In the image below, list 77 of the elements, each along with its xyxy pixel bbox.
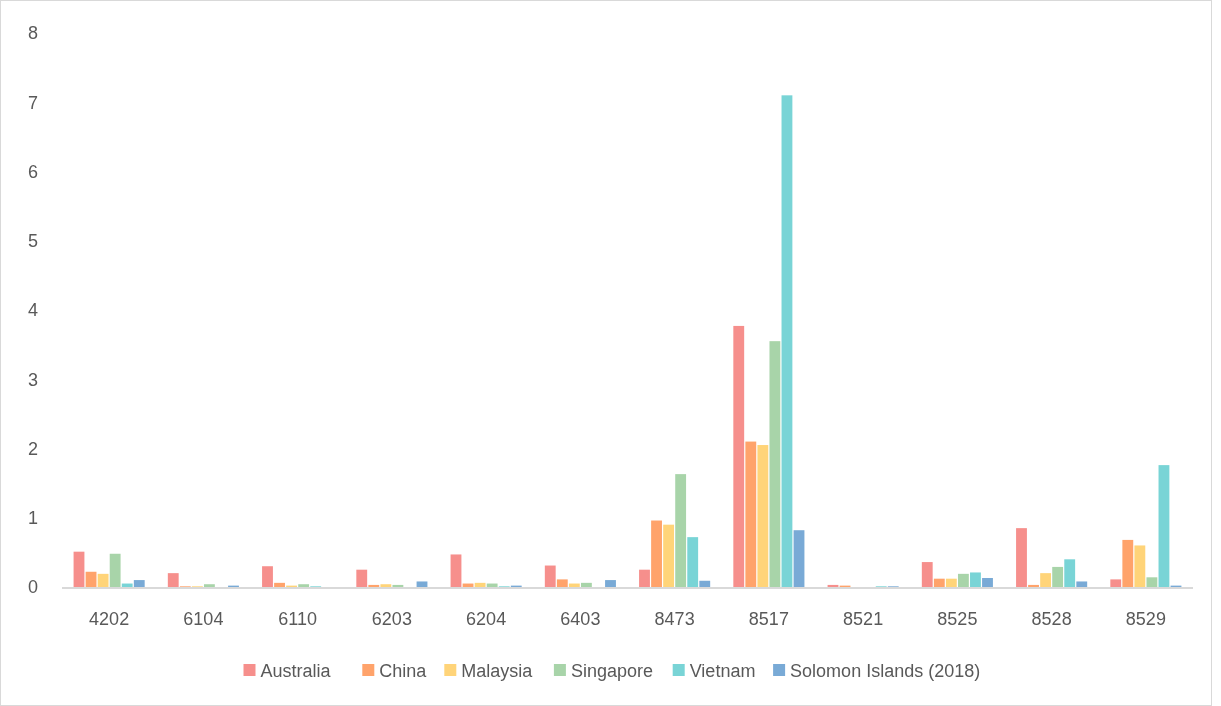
y-tick-label: 1 [27, 508, 38, 529]
legend-label: Australia [260, 661, 332, 682]
x-tick-label: 6110 [278, 609, 317, 629]
x-tick-label: 8473 [654, 609, 695, 629]
x-tick-label: 6104 [183, 609, 224, 629]
bar [556, 579, 568, 587]
x-tick-label: 8528 [1031, 609, 1072, 629]
legend-label: Solomon Islands (2018) [790, 661, 981, 682]
bar [970, 572, 981, 587]
bar [298, 584, 310, 587]
bar [982, 578, 993, 587]
y-tick-label: 7 [27, 92, 38, 113]
y-tick-label: 4 [27, 300, 38, 321]
bar [474, 582, 486, 587]
bar [1110, 579, 1122, 587]
bar [687, 537, 699, 587]
y-tick-label: 2 [27, 438, 38, 459]
bar [745, 441, 757, 587]
y-tick-label: 3 [27, 369, 38, 390]
bar [921, 562, 933, 587]
bar [203, 584, 215, 587]
x-tick-label: 8525 [937, 609, 978, 629]
x-tick-label: 8517 [748, 609, 789, 629]
bar [1028, 584, 1039, 587]
bar [368, 584, 380, 587]
bar [1146, 577, 1158, 587]
bar [733, 325, 745, 587]
bar [639, 569, 650, 587]
legend-label: China [379, 661, 428, 682]
bar [757, 445, 769, 587]
bar [1134, 545, 1146, 587]
bar [262, 566, 273, 587]
bar [274, 582, 285, 587]
bar [1122, 539, 1134, 587]
bar [781, 95, 793, 587]
x-tick-label: 8521 [843, 609, 884, 629]
bar [675, 474, 687, 587]
legend-label: Vietnam [689, 661, 756, 682]
bar [933, 578, 945, 587]
bar [544, 565, 556, 587]
bar [416, 581, 428, 587]
bar [1016, 528, 1027, 587]
bar [793, 530, 805, 587]
bar [663, 524, 675, 587]
bar [392, 584, 404, 587]
legend-label: Malaysia [461, 661, 534, 682]
x-tick-label: 6204 [466, 609, 507, 629]
x-tick-label: 4202 [89, 609, 130, 629]
bar [1076, 581, 1088, 587]
bar [73, 551, 85, 587]
bar [957, 573, 969, 587]
bar [1052, 566, 1064, 587]
bar [1158, 465, 1170, 587]
bar [1064, 559, 1076, 587]
y-tick-label: 5 [27, 231, 38, 252]
x-tick-label: 6203 [371, 609, 412, 629]
bar [699, 580, 711, 587]
bar [651, 520, 662, 587]
bar [85, 571, 97, 587]
y-tick-label: 0 [27, 577, 38, 598]
y-tick-label: 6 [27, 161, 38, 182]
bar [605, 580, 616, 587]
bar [769, 341, 781, 587]
bar [167, 573, 179, 587]
bar [1040, 573, 1052, 587]
bar [356, 569, 368, 587]
bar [97, 573, 109, 587]
y-tick-label: 8 [27, 23, 38, 44]
x-tick-label: 6403 [560, 609, 601, 629]
bar [945, 578, 957, 587]
legend-label: Singapore [570, 661, 653, 682]
bar [380, 584, 392, 587]
bar [133, 580, 145, 587]
bar [450, 554, 462, 587]
bar [580, 582, 592, 587]
x-tick-label: 8529 [1125, 609, 1166, 629]
bar [109, 553, 121, 587]
